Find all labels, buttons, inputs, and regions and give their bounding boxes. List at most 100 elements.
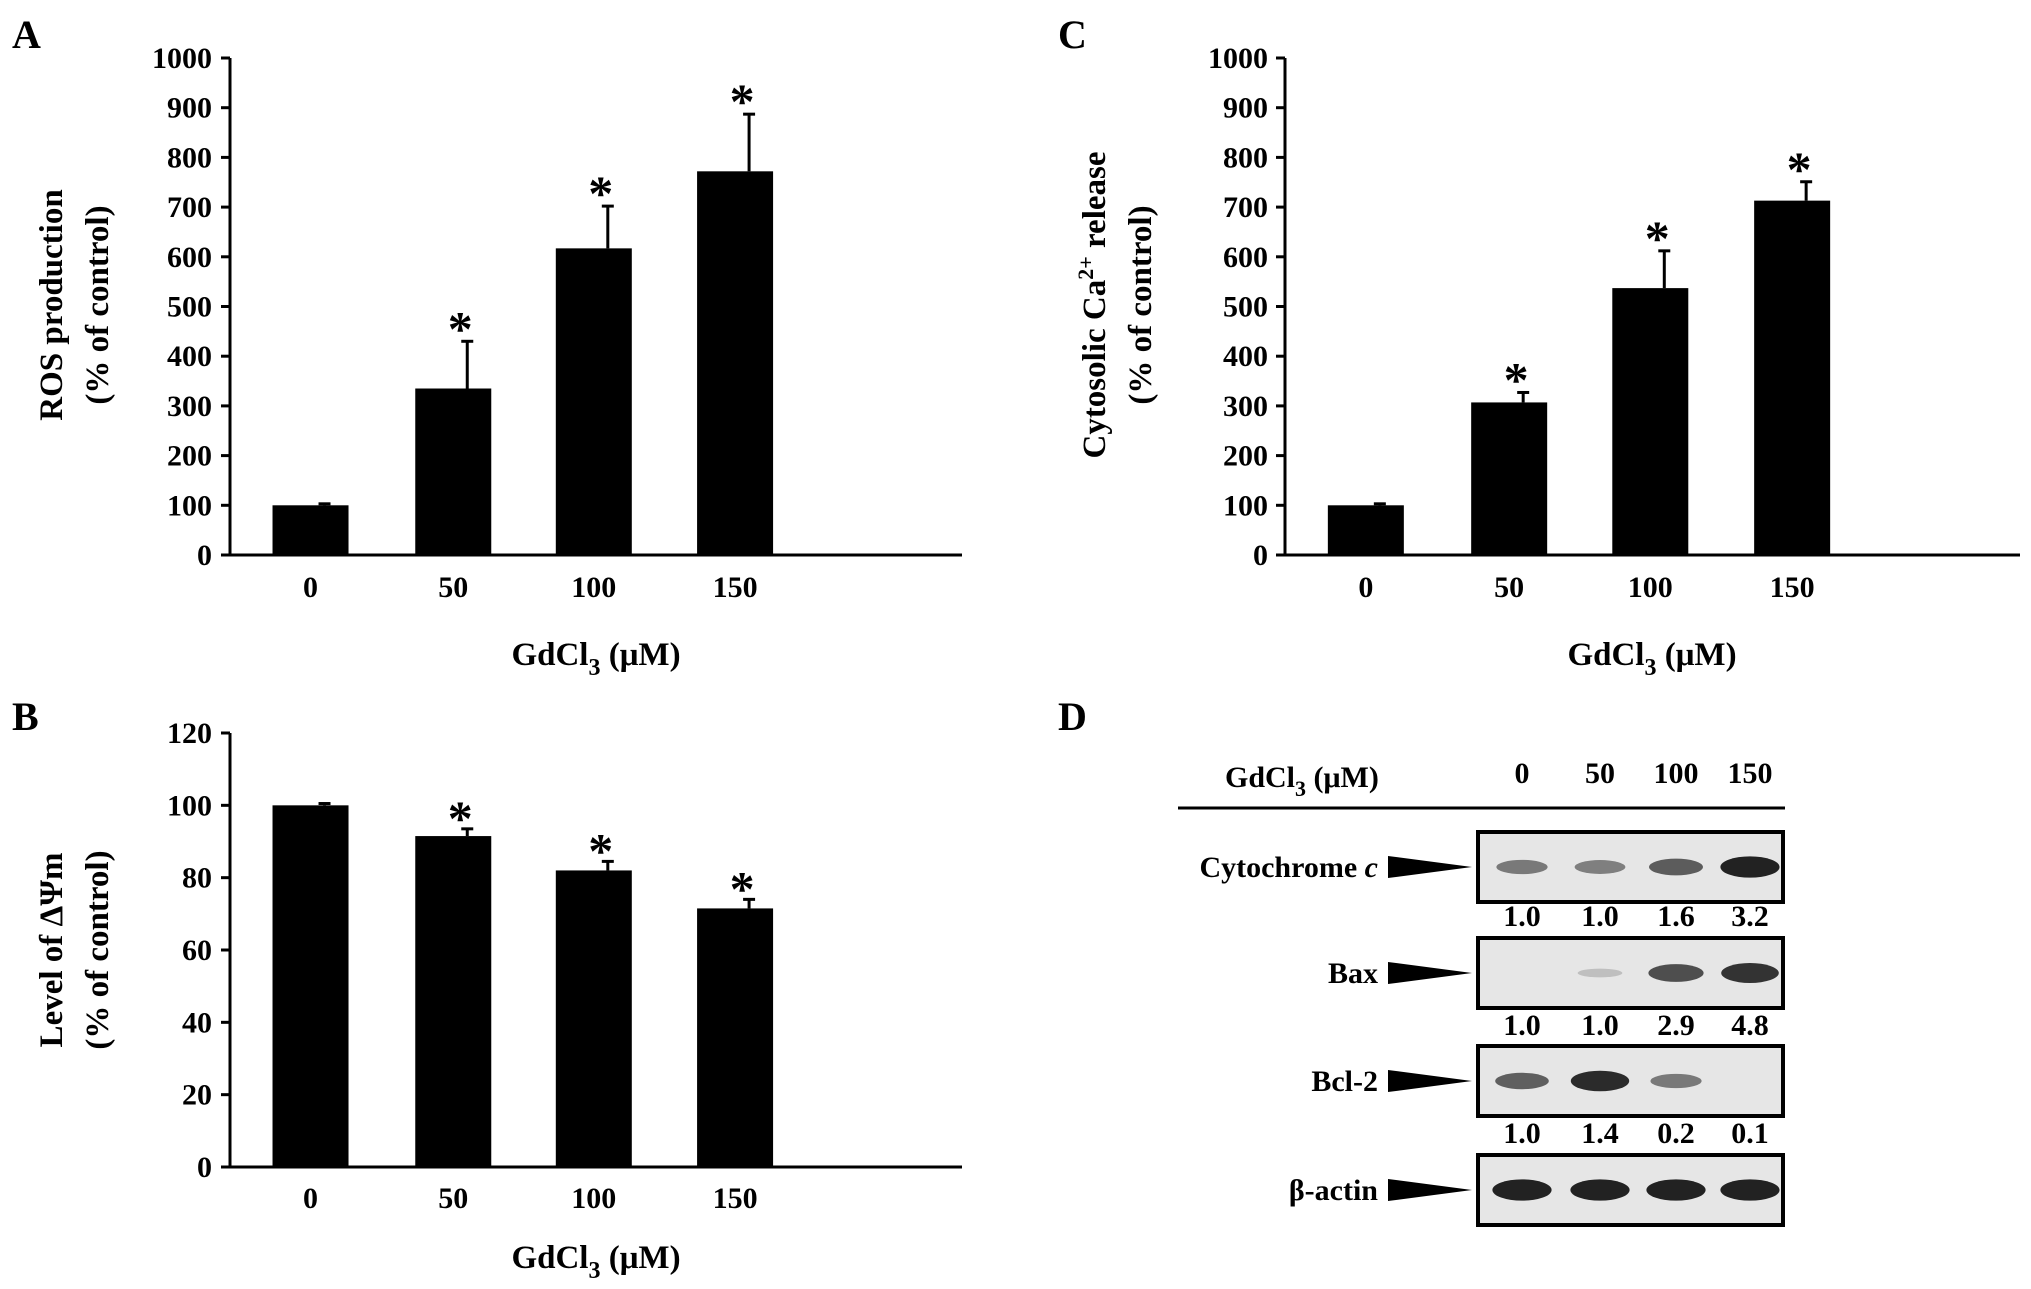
- significance-star: *: [448, 300, 473, 356]
- x-tick-label: 50: [438, 571, 468, 604]
- blot-band: [1570, 1070, 1630, 1092]
- panel-letter: D: [1058, 694, 1087, 739]
- bar: [272, 805, 349, 1167]
- superscript: 2+: [1073, 256, 1098, 280]
- significance-star: *: [588, 822, 613, 878]
- y-tick-label: 800: [167, 141, 212, 174]
- band-quantification: 0.2: [1657, 1117, 1695, 1150]
- x-axis-title: GdCl3 (μM): [1567, 637, 1736, 681]
- bar: [555, 870, 632, 1167]
- lane-label: 50: [1585, 757, 1615, 790]
- italic-label: c: [1365, 851, 1378, 884]
- panel-letter: B: [12, 694, 39, 739]
- y-tick-label: 100: [1223, 489, 1268, 522]
- x-tick-label: 100: [1628, 571, 1673, 604]
- x-axis-title: GdCl3 (μM): [511, 637, 680, 681]
- y-tick-label: 600: [167, 241, 212, 274]
- bar: [555, 248, 632, 555]
- arrow-pointer-icon: [1388, 1070, 1472, 1092]
- y-axis-title: ROS production: [34, 189, 70, 420]
- band-quantification: 1.0: [1581, 900, 1619, 933]
- x-tick-label: 100: [571, 571, 616, 604]
- significance-star: *: [1645, 210, 1670, 266]
- arrow-pointer-icon: [1388, 856, 1472, 878]
- x-tick-label: 0: [303, 571, 318, 604]
- y-tick-label: 1000: [1208, 42, 1268, 75]
- x-tick-label: 0: [303, 1182, 318, 1215]
- y-tick-label: 120: [167, 717, 212, 750]
- y-axis-title: Level of ΔΨm: [34, 853, 70, 1048]
- x-tick-label: 50: [1494, 571, 1524, 604]
- band-quantification: 1.0: [1503, 900, 1541, 933]
- band-quantification: 4.8: [1731, 1009, 1769, 1042]
- blot-row-label: Bax: [1328, 957, 1378, 990]
- significance-star: *: [1787, 141, 1812, 197]
- y-tick-label: 300: [1223, 390, 1268, 423]
- y-tick-label: 900: [1223, 92, 1268, 125]
- x-tick-label: 100: [571, 1182, 616, 1215]
- y-tick-label: 20: [182, 1079, 212, 1112]
- y-tick-label: 100: [167, 489, 212, 522]
- blot-band: [1720, 856, 1780, 878]
- x-tick-label: 150: [713, 571, 758, 604]
- bar: [415, 388, 492, 555]
- y-tick-label: 60: [182, 934, 212, 967]
- y-axis-title: Cytosolic Ca2+ release: [1073, 151, 1113, 458]
- subscript: 3: [588, 1258, 600, 1284]
- panel-c: C 0 100 200 300 400 500 600 700 800 900 1000 0 * 50 * 10…: [1058, 12, 2020, 681]
- panel-letter: A: [12, 12, 41, 57]
- y-tick-label: 600: [1223, 241, 1268, 274]
- y-tick-label: 900: [167, 92, 212, 125]
- blot-row-label: Cytochrome c: [1199, 851, 1378, 884]
- blot-row-label: β-actin: [1289, 1174, 1378, 1207]
- bar: [1471, 402, 1548, 555]
- bar: [415, 836, 492, 1167]
- lane-label: 150: [1728, 757, 1773, 790]
- panel-d-western-blot: D GdCl3 (μM) 0 50 100 150 Cytochrome c 1.0 1.0 1.…: [1058, 694, 1785, 1227]
- y-tick-label: 200: [167, 440, 212, 473]
- blot-row-label: Bcl-2: [1311, 1065, 1378, 1098]
- band-quantification: 1.4: [1581, 1117, 1619, 1150]
- y-tick-label: 0: [197, 539, 212, 572]
- y-tick-label: 500: [1223, 291, 1268, 324]
- y-tick-label: 800: [1223, 141, 1268, 174]
- subscript: 3: [1295, 776, 1306, 801]
- bar: [1754, 200, 1831, 555]
- x-tick-label: 50: [438, 1182, 468, 1215]
- blot-band: [1496, 859, 1548, 875]
- subscript: 3: [1644, 655, 1656, 681]
- significance-star: *: [730, 73, 755, 129]
- y-tick-label: 500: [167, 291, 212, 324]
- bar: [697, 908, 774, 1167]
- blot-band: [1720, 1179, 1780, 1201]
- band-quantification: 1.0: [1581, 1009, 1619, 1042]
- x-axis-title: GdCl3 (μM): [511, 1240, 680, 1284]
- blot-band: [1650, 1073, 1702, 1089]
- bar: [1327, 505, 1404, 555]
- x-tick-label: 150: [1770, 571, 1815, 604]
- lane-label: 100: [1654, 757, 1699, 790]
- y-tick-label: 0: [1253, 539, 1268, 572]
- bar: [272, 505, 349, 555]
- y-tick-label: 100: [167, 789, 212, 822]
- blot-band: [1574, 860, 1626, 874]
- y-tick-label: 40: [182, 1006, 212, 1039]
- arrow-pointer-icon: [1388, 962, 1472, 984]
- blot-band: [1577, 968, 1623, 978]
- y-tick-label: 700: [167, 191, 212, 224]
- band-quantification: 1.0: [1503, 1009, 1541, 1042]
- bar: [1612, 288, 1689, 555]
- blot-band: [1646, 1179, 1706, 1201]
- x-tick-label: 0: [1358, 571, 1373, 604]
- significance-star: *: [588, 165, 613, 221]
- blot-band: [1492, 1179, 1552, 1201]
- x-tick-label: 150: [713, 1182, 758, 1215]
- blot-header-label: GdCl3 (μM): [1225, 761, 1379, 801]
- arrow-pointer-icon: [1388, 1179, 1472, 1201]
- y-axis-subtitle: (% of control): [80, 850, 116, 1049]
- y-tick-label: 400: [1223, 340, 1268, 373]
- blot-band: [1649, 858, 1703, 876]
- y-tick-label: 300: [167, 390, 212, 423]
- band-quantification: 1.0: [1503, 1117, 1541, 1150]
